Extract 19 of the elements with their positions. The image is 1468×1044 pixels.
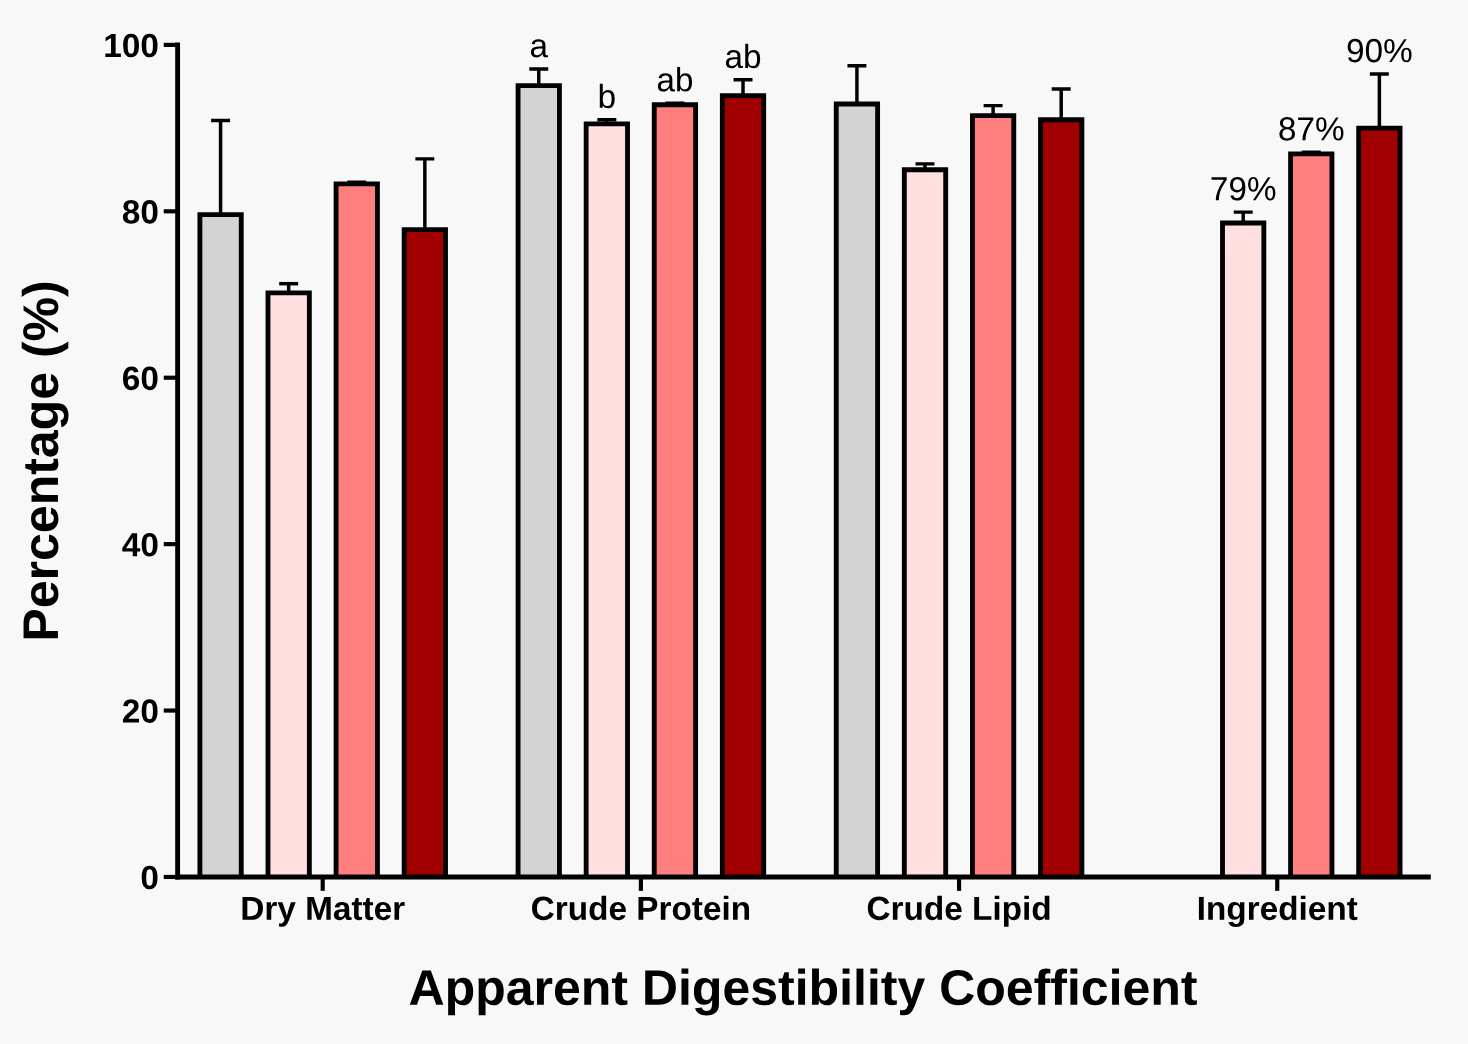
x-tick-label: Crude Lipid [867, 895, 1050, 927]
y-tick-label: 100 [105, 33, 158, 58]
x-axis-title: Apparent Digestibility Coefficient [409, 968, 1197, 1016]
y-tick-label: 20 [122, 699, 158, 723]
x-tick-label: Crude Protein [532, 895, 750, 921]
y-tick-label: 60 [123, 366, 158, 391]
data-label: ab [657, 67, 693, 92]
data-label: 79% [1211, 176, 1276, 201]
x-tick-label: Dry Matter [242, 896, 405, 927]
data-label: b [599, 83, 615, 109]
data-label: 87% [1279, 117, 1344, 141]
y-tick-label: 80 [122, 200, 158, 224]
y-axis-title: Percentage (%) [21, 282, 69, 639]
y-tick-label: 0 [141, 865, 158, 890]
y-tick-label: 40 [122, 532, 158, 557]
data-label: 90% [1347, 38, 1412, 63]
x-tick-label: Ingredient [1198, 895, 1358, 927]
data-label: a [530, 39, 549, 58]
data-label: ab [725, 43, 761, 69]
